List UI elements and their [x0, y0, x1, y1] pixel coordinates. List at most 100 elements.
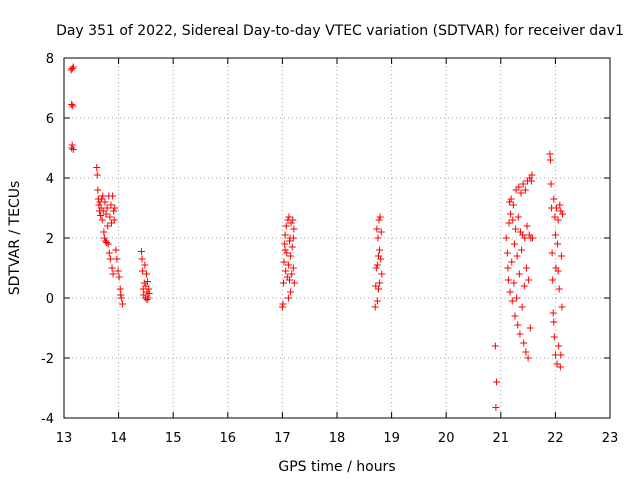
- data-point: [110, 207, 118, 215]
- data-point: [287, 252, 295, 260]
- data-point: [282, 267, 290, 275]
- data-point: [502, 234, 510, 242]
- data-point: [557, 252, 565, 260]
- data-point: [98, 195, 106, 203]
- data-point: [145, 290, 153, 297]
- data-point: [512, 225, 520, 233]
- data-point: [279, 300, 287, 308]
- data-point: [507, 195, 515, 203]
- data-point: [376, 279, 384, 287]
- data-point: [108, 264, 116, 272]
- x-tick-label: 15: [165, 431, 182, 446]
- data-point: [105, 249, 113, 257]
- data-point: [554, 216, 562, 224]
- data-point: [372, 264, 380, 272]
- data-point: [377, 228, 385, 236]
- data-point: [113, 255, 121, 263]
- data-point: [507, 210, 515, 218]
- data-point: [508, 258, 516, 266]
- data-point: [557, 351, 565, 359]
- data-point: [551, 213, 559, 221]
- data-point: [290, 225, 298, 233]
- data-point: [504, 276, 512, 284]
- x-axis-label: GPS time / hours: [278, 459, 395, 475]
- data-point: [145, 285, 153, 293]
- data-point: [140, 279, 148, 287]
- data-point: [525, 231, 533, 239]
- data-point: [549, 309, 557, 317]
- data-point: [517, 189, 525, 197]
- data-point: [521, 234, 529, 242]
- data-point: [509, 216, 517, 224]
- data-point: [140, 291, 148, 299]
- data-point: [287, 219, 295, 227]
- data-point: [523, 222, 531, 230]
- data-point: [550, 318, 558, 326]
- data-point: [549, 276, 557, 284]
- data-point: [93, 171, 101, 179]
- data-point: [514, 213, 522, 221]
- data-point: [509, 201, 517, 209]
- data-point: [555, 342, 563, 350]
- data-point: [144, 278, 152, 285]
- data-point: [94, 186, 102, 194]
- data-point: [280, 258, 288, 266]
- data-point: [106, 255, 114, 263]
- data-point: [514, 321, 522, 329]
- data-point: [117, 294, 125, 302]
- data-point: [371, 303, 379, 311]
- data-point: [520, 282, 528, 290]
- data-point: [278, 303, 286, 311]
- data-point: [109, 192, 117, 200]
- data-point: [98, 216, 106, 224]
- data-point: [285, 237, 293, 245]
- data-point: [506, 198, 514, 206]
- data-point: [282, 222, 290, 230]
- y-tick-label: -4: [41, 412, 54, 427]
- data-point: [289, 234, 297, 242]
- data-point: [109, 270, 117, 278]
- data-point: [99, 192, 107, 200]
- data-point: [513, 252, 521, 260]
- data-point: [287, 288, 295, 296]
- data-point: [491, 342, 499, 350]
- data-point: [289, 264, 297, 272]
- data-point: [100, 234, 108, 242]
- data-point: [289, 216, 297, 224]
- data-point: [378, 270, 386, 278]
- x-tick-label: 20: [438, 431, 455, 446]
- data-point: [513, 294, 521, 302]
- y-tick-label: 6: [46, 112, 54, 127]
- data-point: [138, 255, 146, 263]
- data-point: [107, 201, 115, 209]
- data-point: [553, 360, 561, 368]
- data-point: [281, 231, 289, 239]
- data-point: [375, 216, 383, 224]
- data-point: [374, 252, 382, 260]
- data-point: [556, 201, 564, 209]
- data-point: [554, 240, 562, 248]
- data-point: [138, 248, 146, 255]
- data-point: [93, 164, 101, 171]
- x-tick-label: 13: [56, 431, 73, 446]
- data-point: [104, 222, 112, 230]
- data-point: [528, 234, 536, 242]
- data-point: [558, 210, 566, 218]
- y-axis-label: SDTVAR / TECUs: [7, 181, 23, 296]
- x-tick-label: 21: [493, 431, 510, 446]
- x-tick-label: 23: [602, 431, 619, 446]
- data-point: [522, 348, 530, 356]
- y-tick-label: -2: [41, 352, 54, 367]
- data-point: [69, 146, 77, 153]
- data-point: [505, 219, 513, 227]
- x-tick-label: 22: [547, 431, 564, 446]
- data-point: [520, 339, 528, 347]
- data-point: [376, 213, 384, 221]
- y-tick-label: 4: [46, 172, 54, 187]
- data-point: [143, 296, 151, 303]
- data-point: [551, 231, 559, 239]
- data-point: [68, 144, 76, 152]
- tick-layer: 13 14 15 16 17 18 19 20 21 22 23 -4 -2 0 2 4 6 8: [41, 52, 618, 446]
